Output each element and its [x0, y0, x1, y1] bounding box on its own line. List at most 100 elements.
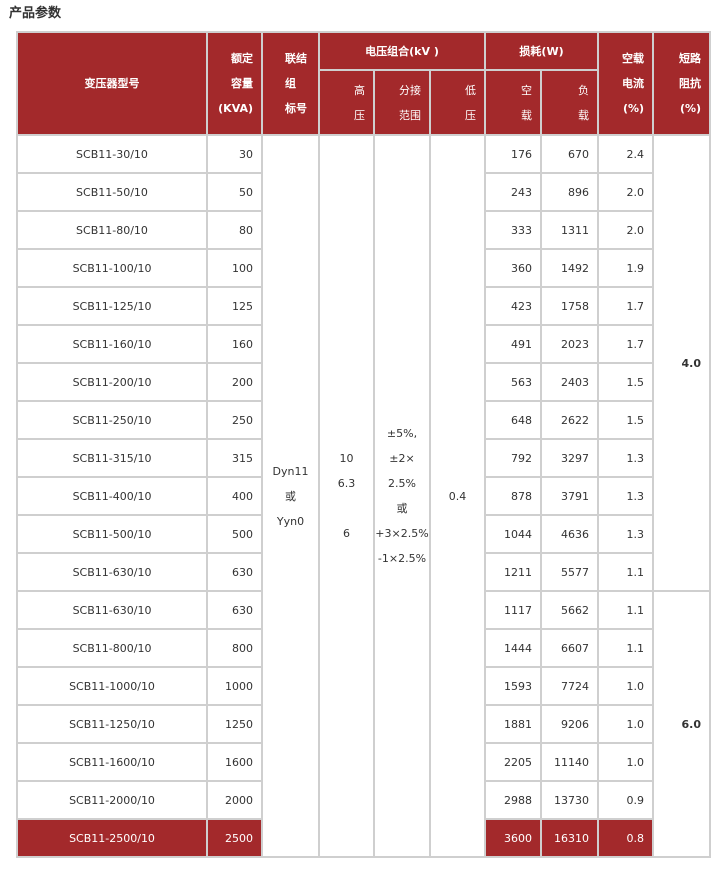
cell-no-load-current: 1.3: [597, 476, 655, 516]
cell-no-load-current: 0.8: [597, 818, 655, 858]
cell-capacity: 160: [206, 324, 263, 364]
cell-load-loss: 13730: [540, 780, 600, 820]
cell-load-loss: 2622: [540, 400, 600, 440]
cell-load-loss: 2023: [540, 324, 600, 364]
table-row: SCB11-1000/10 1000 1593 7724 1.0: [16, 666, 710, 706]
cell-impedance: 4.0: [652, 134, 712, 592]
cell-capacity: 2500: [206, 818, 263, 858]
cell-load-loss: 11140: [540, 742, 600, 782]
cell-model: SCB11-250/10: [16, 400, 208, 440]
cell-load-loss: 896: [540, 172, 600, 212]
section-title: 产品参数: [9, 6, 62, 21]
cell-no-load-loss: 1444: [484, 628, 543, 668]
cell-load-loss: 5662: [540, 590, 600, 630]
cell-no-load-current: 1.1: [597, 590, 655, 630]
cell-load-loss: 1311: [540, 210, 600, 250]
cell-model: SCB11-400/10: [16, 476, 208, 516]
table-row: SCB11-2000/10 2000 2988 13730 0.9: [16, 780, 710, 820]
cell-capacity: 1250: [206, 704, 263, 744]
cell-no-load-loss: 176: [484, 134, 543, 174]
cell-load-loss: 1492: [540, 248, 600, 288]
table-row: SCB11-80/10 80 333 1311 2.0: [16, 210, 710, 250]
cell-no-load-current: 1.3: [597, 438, 655, 478]
cell-no-load-loss: 878: [484, 476, 543, 516]
cell-no-load-current: 1.1: [597, 552, 655, 592]
cell-load-loss: 2403: [540, 362, 600, 402]
cell-capacity: 200: [206, 362, 263, 402]
cell-no-load-loss: 2205: [484, 742, 543, 782]
cell-capacity: 1600: [206, 742, 263, 782]
table-row: SCB11-125/10 125 423 1758 1.7: [16, 286, 710, 326]
cell-no-load-loss: 333: [484, 210, 543, 250]
cell-capacity: 80: [206, 210, 263, 250]
table-row: SCB11-50/10 50 243 896 2.0: [16, 172, 710, 212]
cell-hv: 10 6.3 6: [318, 134, 375, 858]
cell-model: SCB11-2500/10: [16, 818, 208, 858]
cell-no-load-current: 1.7: [597, 286, 655, 326]
cell-capacity: 630: [206, 590, 263, 630]
cell-load-loss: 9206: [540, 704, 600, 744]
cell-model: SCB11-630/10: [16, 552, 208, 592]
cell-no-load-loss: 648: [484, 400, 543, 440]
cell-no-load-loss: 1044: [484, 514, 543, 554]
product-parameters-table: 变压器型号 额定 容量 (KVA) 联结 组 标号 电压组合(kV ) 损耗(W…: [16, 31, 712, 858]
cell-impedance: 6.0: [652, 590, 712, 858]
header-no-load-current: 空载 电流 (%): [597, 31, 655, 136]
cell-capacity: 50: [206, 172, 263, 212]
table-row: SCB11-200/10 200 563 2403 1.5: [16, 362, 710, 402]
cell-load-loss: 16310: [540, 818, 600, 858]
table-row: SCB11-400/10 400 878 3791 1.3: [16, 476, 710, 516]
header-capacity: 额定 容量 (KVA): [206, 31, 263, 136]
cell-connection: Dyn11 或 Yyn0: [261, 134, 320, 858]
table-row: SCB11-250/10 250 648 2622 1.5: [16, 400, 710, 440]
cell-model: SCB11-1600/10: [16, 742, 208, 782]
cell-capacity: 400: [206, 476, 263, 516]
cell-model: SCB11-315/10: [16, 438, 208, 478]
cell-capacity: 630: [206, 552, 263, 592]
header-impedance: 短路 阻抗 (%): [652, 31, 712, 136]
cell-no-load-current: 2.0: [597, 210, 655, 250]
cell-load-loss: 5577: [540, 552, 600, 592]
cell-lv: 0.4: [428, 134, 487, 858]
header-tap: 分接 范围: [373, 69, 431, 136]
header-connection: 联结 组 标号: [261, 31, 320, 136]
cell-load-loss: 4636: [540, 514, 600, 554]
cell-no-load-current: 1.3: [597, 514, 655, 554]
cell-capacity: 800: [206, 628, 263, 668]
cell-no-load-current: 0.9: [597, 780, 655, 820]
cell-model: SCB11-50/10: [16, 172, 208, 212]
header-voltage-group: 电压组合(kV ): [317, 31, 487, 71]
header-lv: 低 压: [428, 69, 487, 136]
cell-load-loss: 6607: [540, 628, 600, 668]
cell-model: SCB11-100/10: [16, 248, 208, 288]
table-row: SCB11-500/10 500 1044 4636 1.3: [16, 514, 710, 554]
header-hv: 高 压: [318, 69, 375, 136]
cell-no-load-loss: 792: [484, 438, 543, 478]
cell-capacity: 30: [206, 134, 263, 174]
cell-no-load-loss: 3600: [484, 818, 543, 858]
cell-no-load-loss: 491: [484, 324, 543, 364]
cell-no-load-loss: 1211: [484, 552, 543, 592]
cell-capacity: 2000: [206, 780, 263, 820]
cell-no-load-loss: 563: [484, 362, 543, 402]
cell-model: SCB11-2000/10: [16, 780, 208, 820]
cell-no-load-loss: 1593: [484, 666, 543, 706]
cell-model: SCB11-125/10: [16, 286, 208, 326]
table-row: SCB11-30/10 30 Dyn11 或 Yyn0 10 6.3 6 ±5%, ±2…: [16, 134, 712, 858]
cell-capacity: 250: [206, 400, 263, 440]
cell-capacity: 500: [206, 514, 263, 554]
cell-load-loss: 7724: [540, 666, 600, 706]
cell-no-load-current: 1.0: [597, 742, 655, 782]
table-row: SCB11-100/10 100 360 1492 1.9: [16, 248, 710, 288]
cell-no-load-loss: 2988: [484, 780, 543, 820]
cell-load-loss: 3791: [540, 476, 600, 516]
table-row: SCB11-630/10 630 1117 5662 1.1 6.0: [16, 590, 712, 858]
table-row: SCB11-800/10 800 1444 6607 1.1: [16, 628, 710, 668]
cell-no-load-current: 1.0: [597, 666, 655, 706]
cell-model: SCB11-200/10: [16, 362, 208, 402]
cell-no-load-current: 1.1: [597, 628, 655, 668]
header-no-load: 空 载: [484, 69, 543, 136]
header-load: 负 载: [540, 69, 600, 136]
table-row: SCB11-2500/10 2500 3600 16310 0.8: [16, 818, 710, 858]
cell-capacity: 1000: [206, 666, 263, 706]
